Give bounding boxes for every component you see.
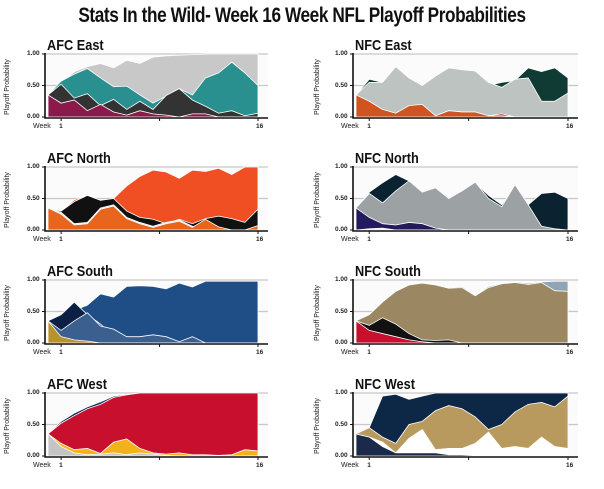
chart-panel-afc-east: AFC East Playoff Probability 1.00 0.50 0.00 W… [0,37,300,150]
x-tick-label: 1 [367,123,371,130]
chart-panel-afc-west: AFC West Playoff Probability 1.00 0.50 0.00 W… [0,376,300,489]
x-tick-label: 16 [566,349,574,356]
y-axis-label: Playoff Probability [4,59,11,115]
panel-title: AFC East [47,37,104,54]
y-tick-label: 1.00 [27,50,40,57]
y-axis-label: Playoff Probability [4,172,11,228]
panel-title: NFC North [355,150,419,167]
x-axis-label: Week [341,123,359,130]
y-axis-label: Playoff Probability [314,172,321,228]
series-area-arizona-cardinals [355,428,569,457]
x-axis-label: Week [341,349,359,356]
y-tick-label: 0.50 [27,194,40,202]
area-chart [350,166,578,234]
series-area-cleveland-browns [47,205,259,231]
y-tick-label: 0.50 [27,420,40,428]
y-tick-label: 0.00 [27,339,40,346]
series-area-oakland-raiders [47,433,258,457]
x-axis-label: Week [33,236,51,243]
y-tick-label: 1.00 [335,50,348,57]
series-area-new-orleans-saints [355,282,569,344]
x-tick-label: 16 [566,236,574,243]
area-chart [350,53,578,121]
y-tick-label: 1.00 [27,163,40,170]
y-tick-label: 0.00 [335,339,348,346]
y-tick-label: 1.00 [335,163,348,170]
x-tick-label: 1 [367,349,371,356]
x-tick-label: 16 [256,462,264,469]
x-tick-label: 1 [367,462,371,469]
y-tick-label: 0.00 [335,226,348,233]
chart-panel-nfc-west: NFC West Playoff Probability 1.00 0.50 0.00 W… [310,376,604,489]
y-tick-label: 0.50 [27,307,40,315]
x-tick-label: 16 [256,349,264,356]
x-axis-label: Week [341,236,359,243]
series-area-new-york-giants [355,94,568,118]
panel-title: AFC West [47,376,107,393]
y-tick-label: 1.00 [335,389,348,396]
area-chart [42,53,268,121]
series-area-miami-dolphins [47,61,259,118]
panel-title: NFC South [355,263,421,280]
x-axis-label: Week [33,349,51,356]
series-area-jacksonville-jaguars [47,319,258,344]
area-chart [42,392,268,460]
panel-title: NFC West [355,376,415,393]
x-tick-label: 16 [566,462,574,469]
chart-panel-afc-south: AFC South Playoff Probability 1.00 0.50 0.00… [0,263,300,376]
area-chart [42,166,268,234]
y-tick-label: 0.00 [27,452,40,459]
y-axis-label: Playoff Probability [4,398,11,454]
y-tick-label: 0.50 [335,307,348,315]
series-area-dallas-cowboys [355,66,569,118]
chart-panel-nfc-east: NFC East Playoff Probability 1.00 0.50 0.00 W… [310,37,604,150]
y-axis-label: Playoff Probability [314,398,321,454]
page-title: Stats In the Wild- Week 16 Week NFL Play… [78,4,526,27]
y-tick-label: 1.00 [335,276,348,283]
chart-panel-afc-north: AFC North Playoff Probability 1.00 0.50 0.00… [0,150,300,263]
y-tick-label: 0.00 [335,452,348,459]
area-chart [350,279,578,347]
y-tick-label: 0.50 [27,81,40,89]
x-tick-label: 1 [59,236,63,243]
series-area-buffalo-bills [47,94,258,118]
x-tick-label: 16 [566,123,574,130]
chart-panel-nfc-north: NFC North Playoff Probability 1.00 0.50 0.00… [310,150,604,263]
series-area-green-bay-packers [355,180,569,231]
x-tick-label: 1 [59,462,63,469]
x-tick-label: 1 [59,123,63,130]
x-tick-label: 1 [367,236,371,243]
x-tick-label: 16 [256,123,264,130]
x-axis-label: Week [33,462,51,469]
x-axis-label: Week [33,123,51,130]
area-chart [42,279,268,347]
y-tick-label: 0.50 [335,420,348,428]
panel-title: AFC North [47,150,111,167]
panel-title: AFC South [47,263,113,280]
chart-panel-nfc-south: NFC South Playoff Probability 1.00 0.50 0.00… [310,263,604,376]
y-tick-label: 0.00 [335,113,348,120]
y-tick-label: 0.50 [335,81,348,89]
y-tick-label: 1.00 [27,276,40,283]
y-tick-label: 0.50 [335,194,348,202]
series-area-st-louis-rams [355,433,568,457]
x-axis-label: Week [341,462,359,469]
y-tick-label: 0.00 [27,113,40,120]
series-area-minnesota-vikings [355,227,568,231]
area-chart [350,392,578,460]
series-area-kansas-city-chiefs [47,392,259,457]
series-area-tampa-bay-buccaneers [355,320,568,344]
panel-title: NFC East [355,37,412,54]
x-tick-label: 1 [59,349,63,356]
y-axis-label: Playoff Probability [314,285,321,341]
y-axis-label: Playoff Probability [4,285,11,341]
x-tick-label: 16 [256,236,264,243]
y-axis-label: Playoff Probability [314,59,321,115]
y-tick-label: 1.00 [27,389,40,396]
y-tick-label: 0.00 [27,226,40,233]
